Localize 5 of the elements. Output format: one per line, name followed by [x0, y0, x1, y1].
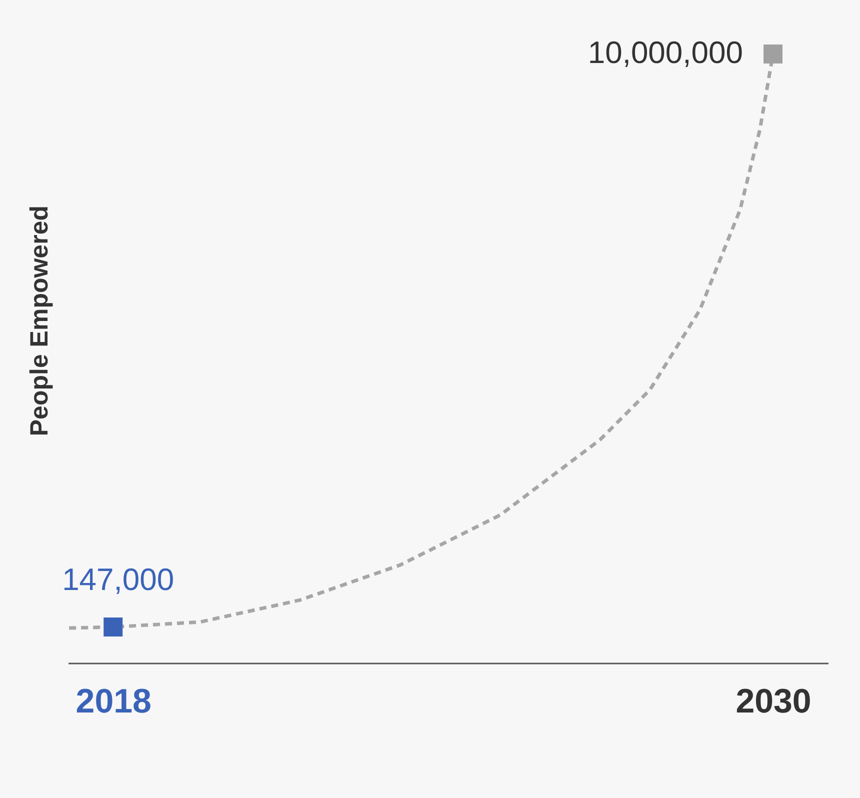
y-axis-title: People Empowered — [26, 206, 54, 436]
data-label: 147,000 — [62, 562, 174, 598]
x-tick-label: 2030 — [736, 682, 812, 720]
x-tick-label: 2018 — [76, 682, 152, 720]
data-label: 10,000,000 — [588, 35, 744, 70]
